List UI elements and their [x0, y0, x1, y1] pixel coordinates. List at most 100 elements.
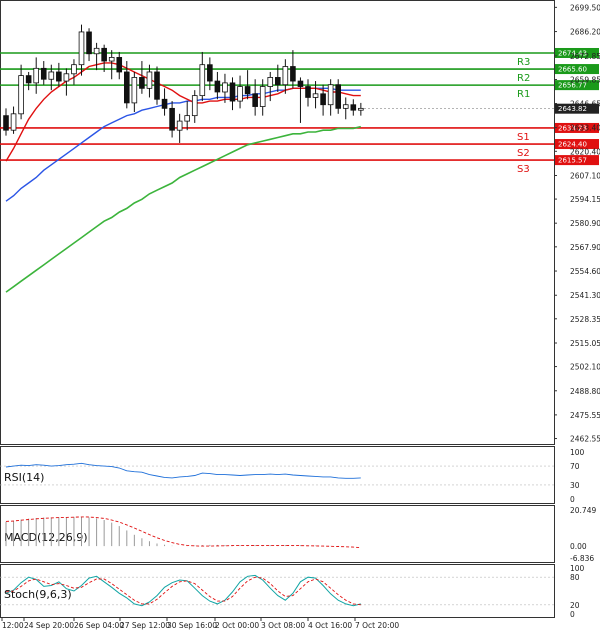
price-tick-label: 2699.50: [570, 3, 600, 12]
price-tick-label: 2633.40: [570, 124, 600, 133]
rsi-tick-label: 0: [570, 495, 575, 504]
price-tick-label: 2528.35: [570, 315, 600, 324]
candle-body: [139, 77, 145, 89]
candle-body: [259, 86, 266, 107]
candle-body: [184, 115, 191, 122]
candle-body: [154, 71, 160, 100]
candle-body: [274, 77, 281, 86]
level-label-s1: S1: [517, 132, 530, 143]
macd-tick-label: 0.00: [570, 542, 587, 551]
level-price-tag: [555, 47, 599, 58]
candle-body: [252, 93, 258, 107]
price-tick-label: 2580.90: [570, 219, 600, 228]
price-tick-label: 2607.10: [570, 172, 600, 181]
level-price-tag-text: 2615.57: [558, 157, 587, 165]
current-price-text: 2643.82: [558, 105, 587, 113]
candle-body: [3, 115, 9, 131]
level-price-tag-text: 2624.40: [558, 141, 587, 149]
candle-body: [342, 104, 349, 109]
macd-signal-line: [5, 516, 361, 549]
price-tick-label: 2672.85: [570, 52, 600, 61]
level-price-tag-text: 2665.60: [558, 66, 587, 74]
candle-body: [101, 47, 107, 62]
macd-tick-label: -6.836: [570, 554, 594, 563]
candle-body: [207, 64, 213, 82]
level-price-tag-text: 2633.23: [558, 124, 587, 132]
current-price-tag: [555, 103, 599, 114]
time-tick-label: 30 Sep 16:00: [167, 621, 217, 630]
candle-body: [40, 67, 47, 80]
price-tick-label: 2488.80: [570, 387, 600, 396]
stoch-tick-label: 100: [570, 564, 585, 573]
candle-body: [63, 73, 70, 82]
candle-body: [131, 77, 138, 104]
price-tick-label: 2620.40: [570, 147, 600, 156]
level-label-s2: S2: [517, 148, 530, 159]
candle-body: [33, 67, 39, 84]
price-tick-label: 2554.60: [570, 267, 600, 276]
time-tick-label: 27 Sep 12:00: [120, 621, 170, 630]
candle-body: [108, 57, 115, 62]
candle-body: [358, 107, 364, 111]
candle-body: [290, 66, 296, 82]
candle-body: [116, 57, 123, 73]
candle-body: [56, 71, 62, 82]
stoch-panel-frame: [0, 564, 555, 618]
candle-body: [312, 93, 319, 98]
candle-body: [48, 71, 55, 80]
candle-body: [214, 80, 221, 93]
candle-body: [161, 98, 168, 109]
level-price-tag: [555, 155, 599, 166]
candle-body: [335, 84, 341, 109]
time-tick-label: 26 Sep 04:00: [74, 621, 124, 630]
time-tick-label: 12:00: [2, 621, 24, 630]
level-label-r3: R3: [517, 57, 530, 68]
candle-body: [327, 84, 334, 106]
candle-body: [305, 86, 311, 98]
price-tick-label: 2502.10: [570, 363, 600, 372]
candle-body: [78, 31, 85, 66]
ma-slow-line: [5, 125, 361, 293]
price-tick-label: 2659.85: [570, 76, 600, 85]
candle-body: [169, 107, 175, 131]
candle-body: [146, 71, 153, 89]
macd-label: MACD(12,26,9): [4, 531, 88, 544]
level-price-tag: [555, 122, 599, 133]
rsi-label: RSI(14): [4, 471, 44, 484]
candle-body: [350, 104, 357, 111]
stoch-main-line: [5, 574, 361, 607]
candle-body: [297, 80, 304, 87]
candle-body: [176, 120, 183, 131]
candle-body: [86, 31, 92, 55]
candle-body: [93, 47, 100, 55]
candle-body: [237, 86, 243, 102]
support-resistance-layer: R3 2674.43 R2 2665.60 R1 2656.77 S1 2633.23 S2 26…: [0, 47, 599, 175]
level-label-s3: S3: [517, 164, 530, 175]
moving-averages-layer: [5, 62, 361, 293]
price-tick-label: 2515.05: [570, 339, 600, 348]
candles-layer: [3, 24, 364, 143]
rsi-tick-label: 30: [570, 481, 580, 490]
time-tick-label: 4 Oct 16:00: [308, 621, 352, 630]
time-tick-label: 24 Sep 20:00: [24, 621, 74, 630]
candle-body: [25, 75, 32, 84]
candle-body: [18, 75, 24, 115]
macd-tick-label: 20.749: [570, 506, 596, 515]
level-price-tag-text: 2656.77: [558, 82, 587, 90]
time-tick-label: 3 Oct 08:00: [261, 621, 305, 630]
price-tick-label: 2594.15: [570, 195, 600, 204]
candle-body: [71, 64, 77, 75]
candle-body: [222, 82, 228, 93]
stoch-panel: Stoch(9,6,3): [0, 564, 555, 618]
level-price-tag: [555, 64, 599, 75]
macd-panel-frame: [0, 505, 555, 563]
level-price-tag: [555, 80, 599, 91]
candle-body: [199, 64, 206, 97]
ma-fast-line: [5, 62, 361, 162]
rsi-tick-label: 70: [570, 462, 580, 471]
candle-body: [10, 113, 17, 131]
stoch-tick-label: 0: [570, 610, 575, 619]
price-tick-label: 2541.30: [570, 291, 600, 300]
candle-body: [267, 77, 274, 87]
